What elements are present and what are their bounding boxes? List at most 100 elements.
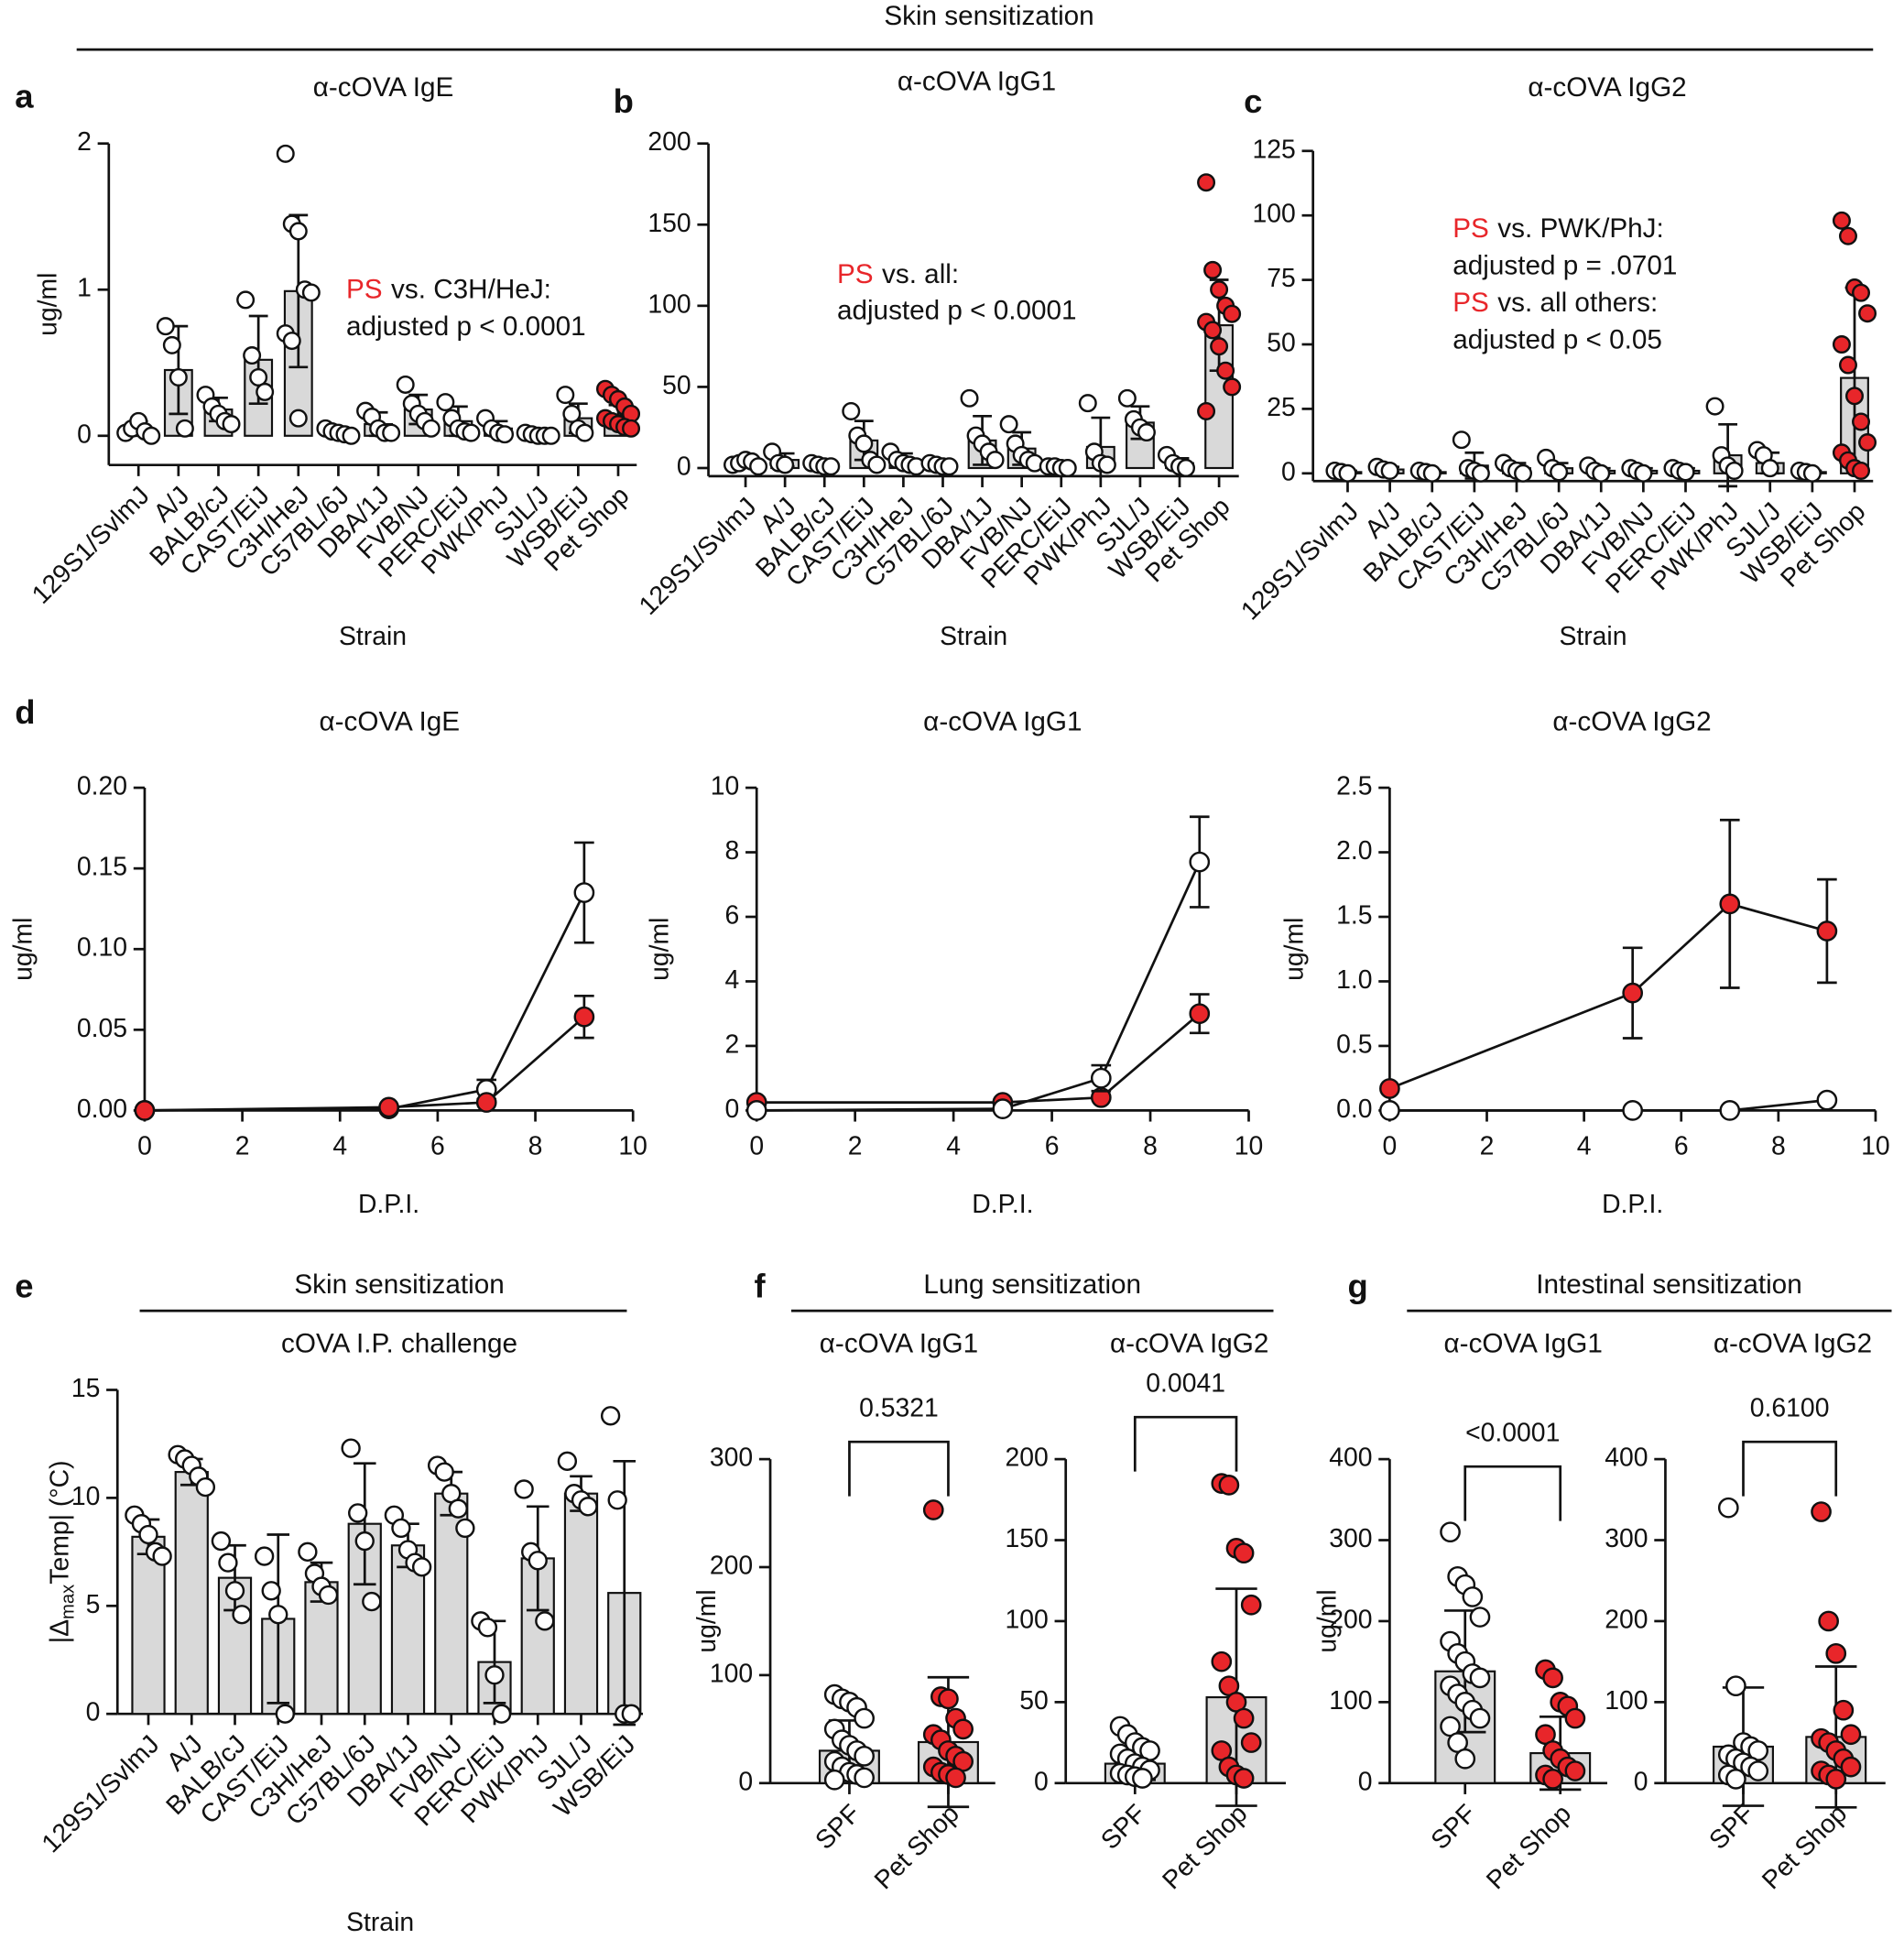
y-tick-label: 0 — [1358, 1767, 1373, 1796]
x-tick-label: 8 — [1771, 1131, 1786, 1160]
data-point — [1233, 1542, 1255, 1564]
y-tick-label: 4 — [725, 965, 740, 995]
y-tick-label: 100 — [1329, 1686, 1372, 1716]
data-point — [1189, 1003, 1211, 1025]
annotation-text: vs. C3H/HeJ: — [391, 274, 551, 304]
y-tick-label: 200 — [710, 1551, 753, 1580]
x-tick-label: Pet Shop — [1757, 1799, 1853, 1895]
data-point — [1211, 1650, 1233, 1672]
data-point — [514, 1479, 534, 1499]
y-axis-label: ug/ml — [1279, 918, 1309, 981]
x-tick-label: 6 — [1045, 1131, 1060, 1160]
y-tick-label: 0 — [77, 419, 92, 449]
y-axis-label: ug/ml — [1313, 1589, 1343, 1652]
y-tick-label: 200 — [647, 127, 691, 157]
data-point — [1564, 1707, 1586, 1729]
data-point — [573, 1006, 595, 1028]
chart-title: α-cOVA IgE — [313, 72, 454, 103]
data-point — [1550, 463, 1569, 482]
y-axis-label: ug/ml — [646, 918, 675, 981]
data-point — [557, 1451, 578, 1471]
y-tick-label: 0 — [1034, 1767, 1049, 1796]
x-tick-label: SPF — [1425, 1799, 1482, 1856]
y-tick-label: 400 — [1605, 1443, 1648, 1473]
data-point — [421, 419, 441, 438]
y-tick-label: 50 — [1267, 328, 1296, 357]
annotation-text: vs. PWK/PhJ: — [1497, 213, 1663, 244]
annotation: PS vs. all: — [837, 259, 959, 289]
significance-bracket — [848, 1440, 950, 1497]
y-tick-label: 200 — [1006, 1443, 1049, 1473]
data-point — [448, 1498, 468, 1519]
group-title: Lung sensitization — [923, 1269, 1141, 1300]
x-axis-label: Strain — [940, 622, 1007, 651]
data-point — [391, 1518, 411, 1539]
annotation-highlight: PS — [1452, 213, 1489, 244]
data-point — [211, 1531, 232, 1552]
x-tick-label: Pet Shop — [1481, 1799, 1577, 1895]
data-point — [1676, 463, 1695, 482]
annotation-text: adjusted p = .0701 — [1452, 251, 1677, 281]
annotation-highlight: PS — [346, 274, 383, 304]
chart-title: α-cOVA IgG2 — [1714, 1329, 1872, 1359]
data-point — [491, 1704, 512, 1724]
data-point — [1811, 1501, 1832, 1522]
y-tick-label: 8 — [725, 836, 740, 866]
y-tick-label: 400 — [1329, 1443, 1372, 1473]
data-point — [1233, 1768, 1255, 1789]
data-point — [1197, 402, 1216, 420]
annotation: PS vs. PWK/PhJ: — [1452, 213, 1664, 244]
data-point — [575, 423, 594, 442]
y-tick-label: 6 — [725, 900, 740, 930]
x-tick-label: 0 — [1383, 1131, 1398, 1160]
data-point — [999, 415, 1018, 434]
x-tick-label: 129S1/SvlmJ — [27, 481, 156, 610]
panel-letter: f — [755, 1267, 767, 1304]
x-tick-label: SPF — [1095, 1799, 1152, 1856]
data-point — [535, 1611, 555, 1631]
annotation: PS vs. all others: — [1452, 288, 1658, 318]
data-point — [1542, 1667, 1563, 1689]
x-tick-label: 4 — [1577, 1131, 1592, 1160]
y-tick-label: 1.0 — [1336, 965, 1372, 995]
y-tick-label: 0.10 — [77, 933, 127, 963]
x-tick-label: 10 — [618, 1131, 647, 1160]
data-point — [378, 1096, 399, 1118]
y-tick-label: 2 — [77, 127, 92, 157]
data-point — [142, 426, 161, 445]
panel-letter: b — [614, 82, 634, 120]
data-point — [1832, 335, 1851, 354]
data-point — [992, 1098, 1014, 1119]
data-point — [1514, 463, 1533, 483]
y-tick-label: 200 — [1329, 1605, 1372, 1634]
data-point — [1117, 388, 1137, 408]
y-tick-label: 100 — [1006, 1605, 1049, 1634]
data-point — [940, 457, 959, 476]
data-point — [1469, 1667, 1491, 1689]
data-point — [1078, 394, 1097, 413]
data-point — [960, 388, 979, 408]
data-point — [621, 1704, 641, 1724]
data-point — [622, 419, 641, 438]
y-axis-label: ug/ml — [692, 1589, 722, 1652]
data-point — [578, 1497, 598, 1517]
data-point — [1818, 1610, 1839, 1632]
data-point — [354, 1531, 375, 1552]
chart-title: α-cOVA IgG2 — [1110, 1329, 1268, 1359]
x-axis-label: Strain — [1559, 622, 1627, 651]
y-tick-label: 2 — [725, 1029, 740, 1059]
data-point — [1210, 280, 1229, 300]
annotation-text: vs. all: — [882, 259, 959, 289]
x-tick-label: 0 — [749, 1131, 764, 1160]
data-point — [1838, 355, 1857, 375]
y-tick-label: 1.5 — [1336, 900, 1372, 930]
data-point — [1223, 304, 1242, 323]
data-point — [318, 1585, 339, 1606]
x-tick-label: 8 — [528, 1131, 543, 1160]
y-tick-label: 1 — [77, 274, 92, 303]
y-tick-label: 100 — [710, 1659, 753, 1688]
data-point — [162, 335, 181, 354]
data-point — [1240, 1594, 1262, 1616]
data-point — [573, 882, 595, 903]
annotation-text: adjusted p < 0.05 — [1452, 325, 1662, 355]
